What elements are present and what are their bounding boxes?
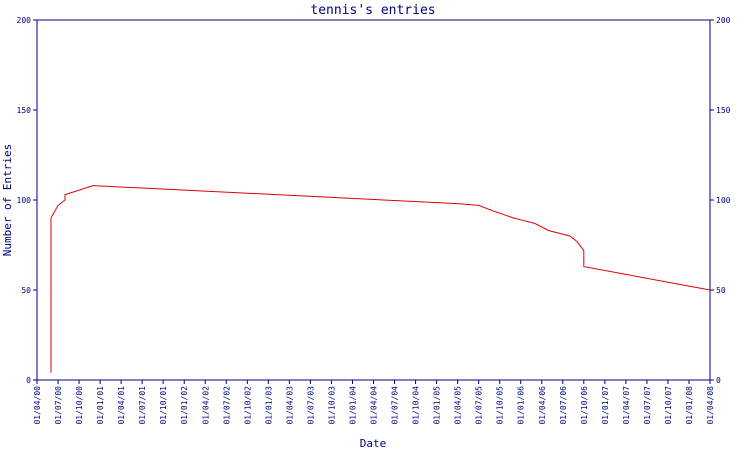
x-tick-label: 01/01/06: [517, 386, 526, 425]
x-tick-label: 01/04/06: [538, 386, 547, 425]
y-tick-label-left: 0: [26, 376, 31, 385]
x-tick-label: 01/07/05: [475, 386, 484, 425]
x-axis: 01/04/00 01/07/00 01/10/00 01/01/01 01/04/01…: [33, 380, 715, 425]
x-tick-label: 01/07/00: [54, 386, 63, 425]
x-tick-label: 01/04/02: [201, 386, 210, 425]
x-tick-label: 01/10/05: [496, 386, 505, 425]
x-tick-label: 01/10/04: [412, 386, 421, 425]
x-tick-label: 01/01/03: [264, 386, 273, 425]
y-tick-label-left: 150: [17, 106, 32, 115]
x-tick-label: 01/01/07: [601, 386, 610, 425]
y-tick-label-left: 100: [17, 196, 32, 205]
x-tick-label: 01/04/08: [706, 386, 715, 425]
series-group: [50, 185, 711, 373]
y-axis-label: Number of Entries: [1, 144, 14, 257]
x-tick-label: 01/07/02: [222, 386, 231, 425]
plot-frame: [36, 19, 711, 381]
x-tick-label: 01/01/01: [96, 386, 105, 425]
x-tick-label: 01/10/02: [243, 386, 252, 425]
y-tick-label-right: 100: [716, 196, 731, 205]
chart-title: tennis's entries: [310, 3, 435, 18]
y-tick-label-left: 50: [21, 286, 31, 295]
x-tick-label: 01/07/01: [138, 386, 147, 425]
y-tick-label-right: 50: [716, 286, 726, 295]
y-axis-left: 0 50 100 150 200: [17, 16, 37, 385]
x-tick-label: 01/04/00: [33, 386, 42, 425]
x-tick-label: 01/01/02: [180, 386, 189, 425]
x-tick-label: 01/01/04: [348, 386, 357, 425]
x-tick-label: 01/07/04: [391, 386, 400, 425]
series-line: [50, 185, 711, 373]
y-axis-right: 0 50 100 150 200: [710, 16, 731, 385]
x-tick-label: 01/04/01: [117, 386, 126, 425]
x-tick-label: 01/01/05: [433, 386, 442, 425]
x-tick-label: 01/04/03: [285, 386, 294, 425]
x-tick-label: 01/01/08: [685, 386, 694, 425]
x-tick-label: 01/10/07: [664, 386, 673, 425]
y-tick-label-left: 200: [17, 16, 32, 25]
y-tick-label-right: 150: [716, 106, 731, 115]
y-tick-label-right: 0: [716, 376, 721, 385]
x-tick-label: 01/07/03: [306, 386, 315, 425]
x-tick-label: 01/04/07: [622, 386, 631, 425]
x-tick-label: 01/07/06: [559, 386, 568, 425]
x-tick-label: 01/04/04: [370, 386, 379, 425]
x-axis-label: Date: [360, 437, 387, 450]
x-tick-label: 01/10/03: [327, 386, 336, 425]
x-tick-label: 01/10/00: [75, 386, 84, 425]
x-tick-label: 01/07/07: [643, 386, 652, 425]
x-tick-label: 01/10/06: [580, 386, 589, 425]
y-tick-label-right: 200: [716, 16, 731, 25]
x-tick-label: 01/04/05: [454, 386, 463, 425]
x-tick-label: 01/10/01: [159, 386, 168, 425]
